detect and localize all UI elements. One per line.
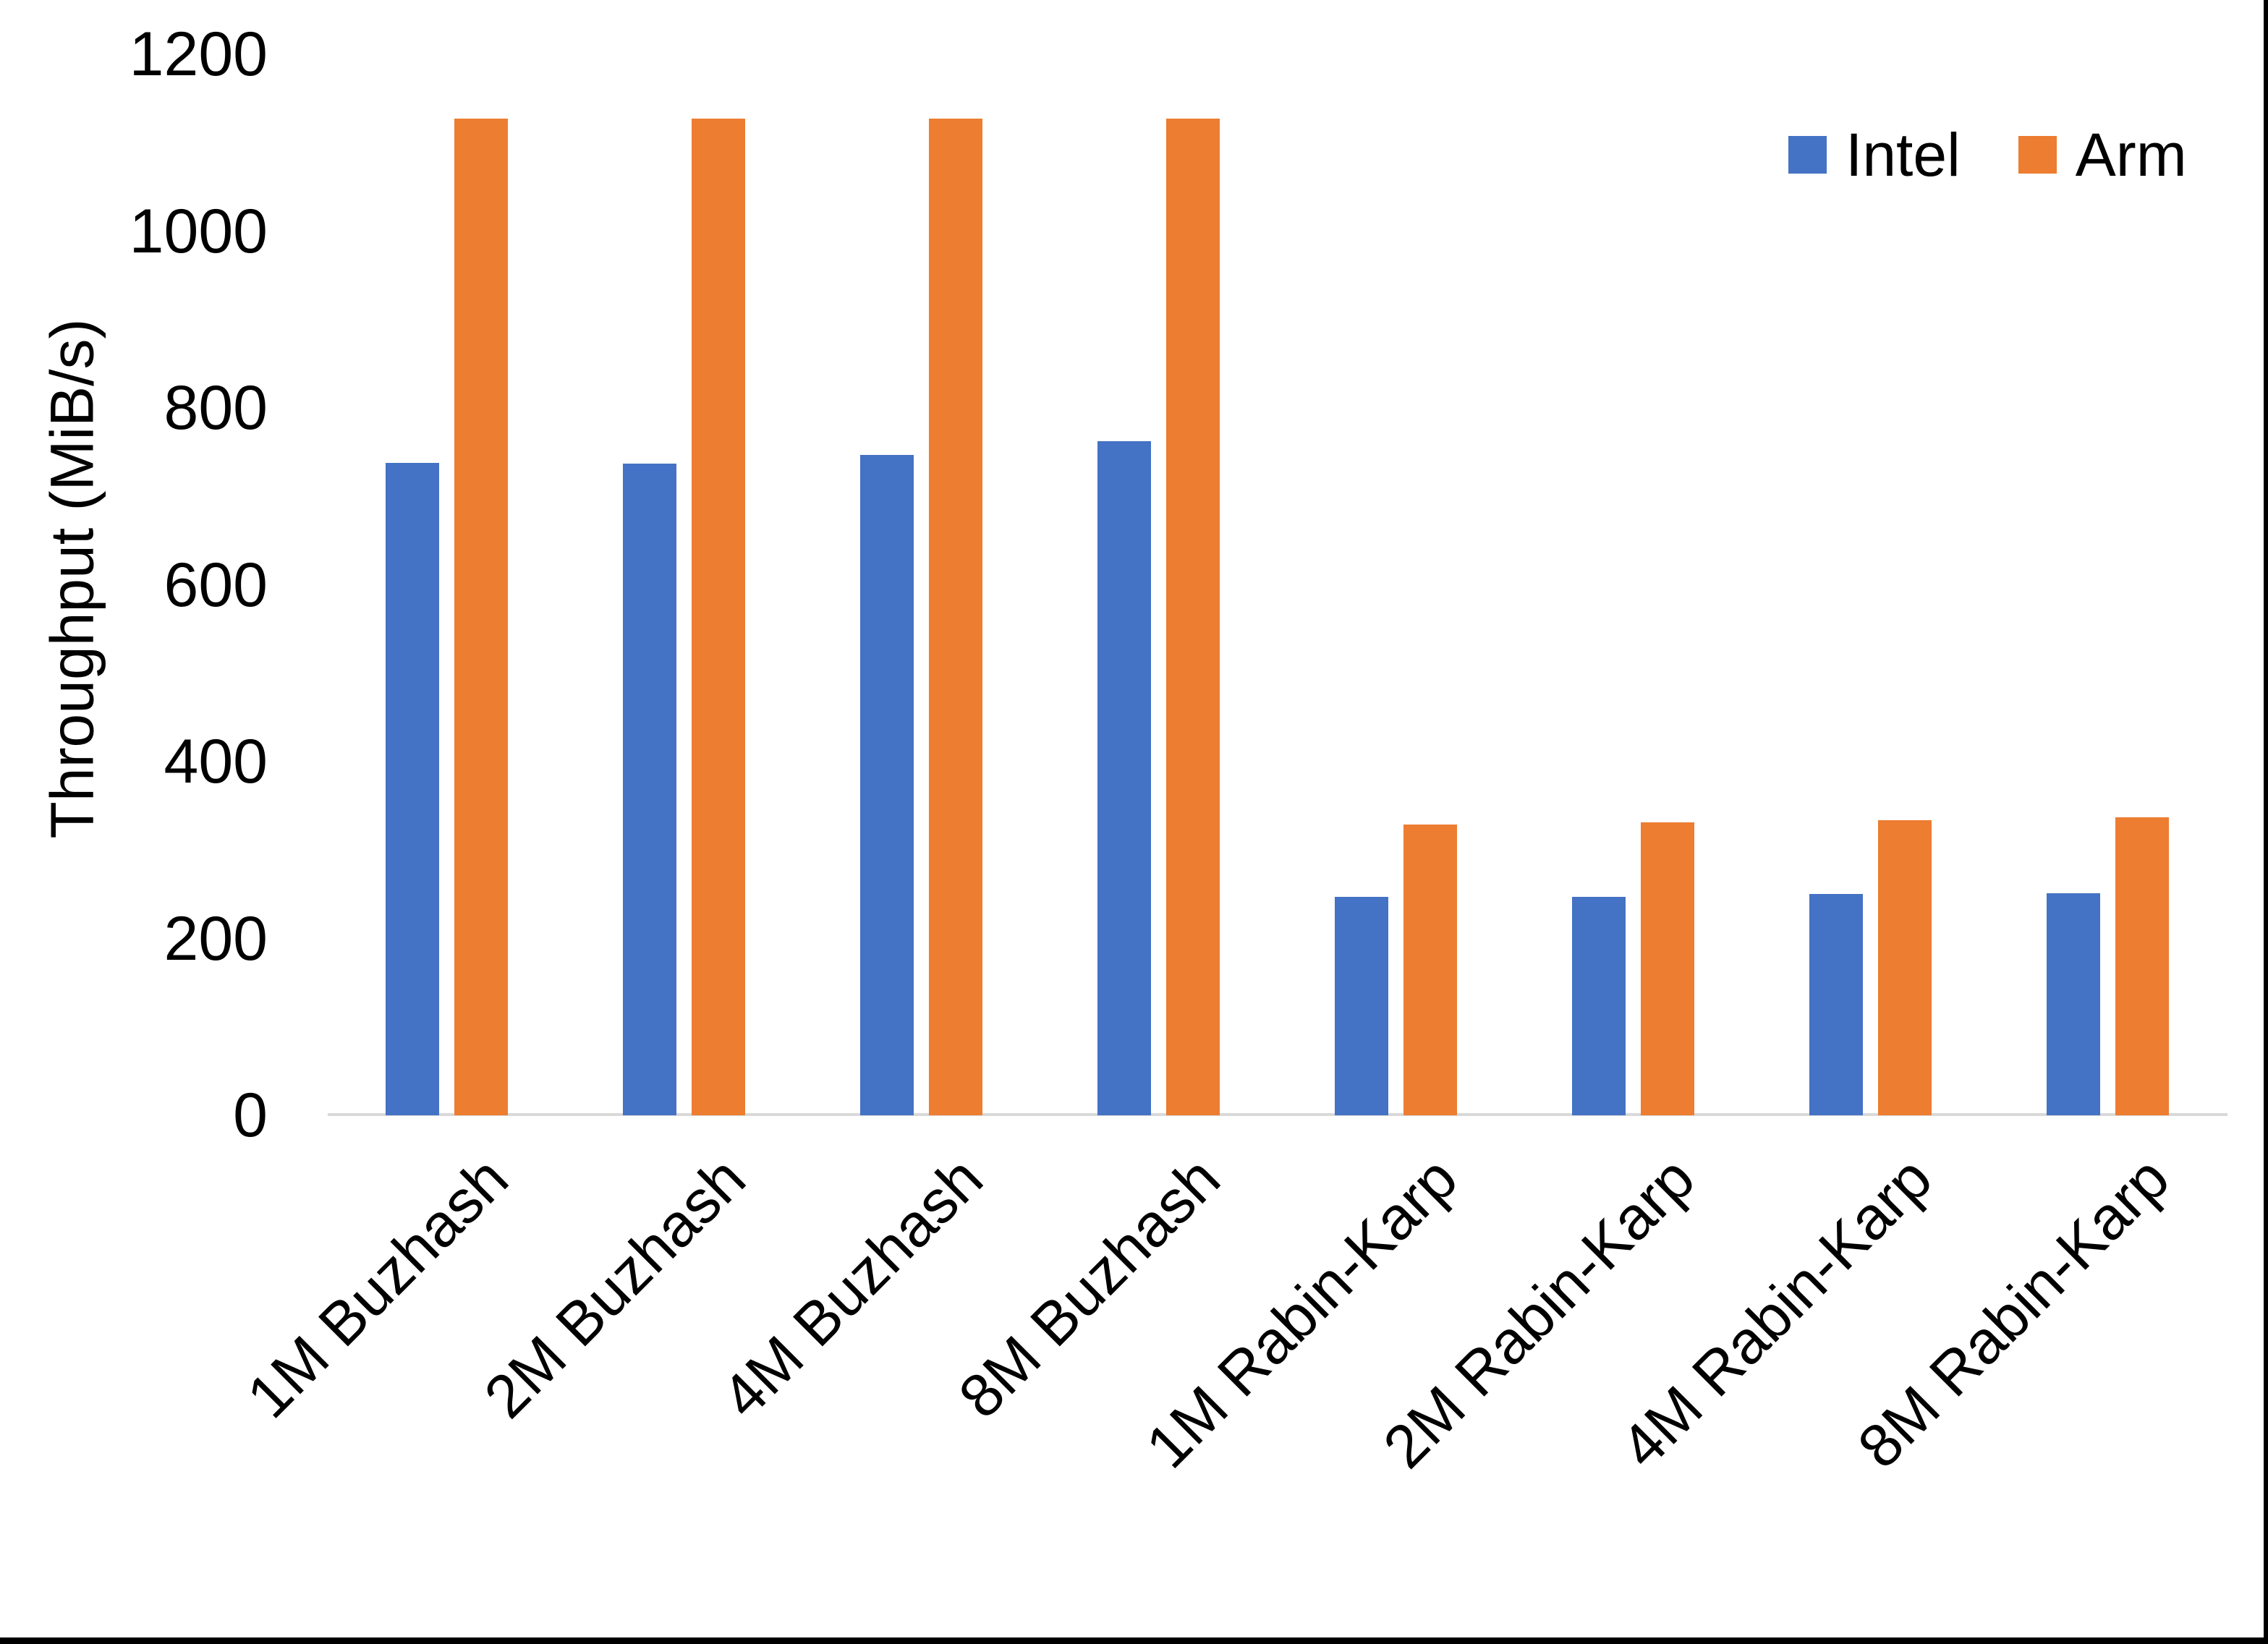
legend-item-intel: Intel [1788, 124, 1961, 185]
y-tick-label-600: 600 [163, 550, 268, 620]
bar-arm-2m-buzhash [692, 119, 745, 1115]
y-tick-label-0: 0 [233, 1081, 268, 1150]
bar-arm-2m-rabin-karp [1641, 822, 1694, 1115]
bar-intel-8m-buzhash [1097, 441, 1151, 1115]
bar-arm-1m-rabin-karp [1403, 824, 1457, 1115]
bar-intel-4m-rabin-karp [1809, 894, 1863, 1115]
bar-arm-1m-buzhash [454, 119, 508, 1115]
legend-item-arm: Arm [2018, 124, 2187, 185]
bar-arm-4m-buzhash [929, 119, 982, 1115]
legend-swatch-arm-icon [2018, 136, 2057, 174]
y-tick-label-1000: 1000 [129, 196, 268, 266]
y-tick-label-400: 400 [163, 727, 268, 796]
x-axis-line [328, 1113, 2227, 1116]
y-tick-label-800: 800 [163, 373, 268, 443]
bar-intel-2m-rabin-karp [1572, 897, 1626, 1115]
bar-intel-8m-rabin-karp [2047, 893, 2100, 1115]
bar-intel-1m-rabin-karp [1335, 897, 1388, 1115]
bottom-border [0, 1637, 2268, 1644]
bar-intel-1m-buzhash [386, 462, 439, 1115]
legend: Intel Arm [1788, 124, 2187, 185]
legend-swatch-intel-icon [1788, 136, 1827, 174]
bar-intel-4m-buzhash [860, 454, 914, 1115]
bar-arm-8m-buzhash [1166, 119, 1220, 1115]
legend-label-intel: Intel [1846, 121, 1961, 189]
y-tick-label-200: 200 [163, 903, 268, 974]
right-border [2264, 0, 2268, 1644]
y-tick-label-1200: 1200 [129, 20, 268, 89]
bar-intel-2m-buzhash [623, 464, 676, 1115]
legend-label-arm: Arm [2075, 121, 2187, 189]
bar-arm-8m-rabin-karp [2115, 817, 2169, 1115]
bar-arm-4m-rabin-karp [1878, 819, 1932, 1115]
x-category-label-1m-buzhash: 1M Buzhash [234, 1143, 521, 1431]
